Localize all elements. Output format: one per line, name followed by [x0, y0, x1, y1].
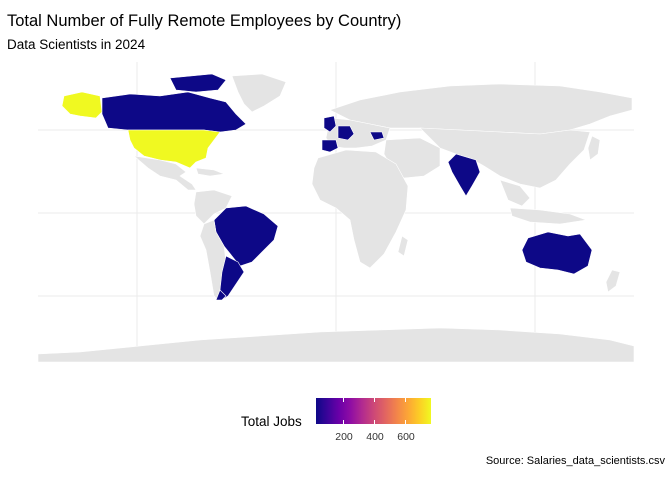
- country-argentina-south: [215, 289, 227, 301]
- legend-tick-mark: [374, 420, 375, 424]
- plot-title: Total Number of Fully Remote Employees b…: [7, 12, 402, 30]
- country-indonesia: [509, 207, 587, 225]
- country-canada-islands: [169, 73, 227, 93]
- country-australia: [521, 231, 593, 275]
- country-united-kingdom: [323, 115, 337, 133]
- country-united-states: [127, 129, 221, 169]
- plot-caption: Source: Salaries_data_scientists.csv: [485, 455, 665, 467]
- countries: [37, 73, 635, 363]
- country-france: [337, 125, 355, 141]
- legend-tick-mark: [405, 398, 406, 402]
- country-india: [447, 153, 481, 197]
- country-spain: [321, 139, 339, 153]
- country-southeast-asia: [499, 179, 531, 207]
- country-africa: [311, 149, 409, 269]
- legend-tick-mark: [343, 420, 344, 424]
- country-antarctica: [37, 327, 635, 363]
- legend-tick-mark: [405, 420, 406, 424]
- country-greenland: [231, 73, 287, 113]
- country-south-america-north: [193, 189, 233, 225]
- legend-colorbar: [316, 398, 431, 424]
- plot-subtitle: Data Scientists in 2024: [7, 37, 146, 52]
- country-russia: [329, 83, 633, 135]
- legend-label-200: 200: [335, 431, 353, 443]
- legend-title: Total Jobs: [241, 414, 302, 429]
- legend-label-600: 600: [397, 431, 415, 443]
- legend-tick-mark: [343, 398, 344, 402]
- country-madagascar: [397, 235, 409, 257]
- legend-label-400: 400: [366, 431, 384, 443]
- country-japan: [587, 135, 601, 161]
- country-new-zealand: [605, 269, 621, 293]
- country-poland: [369, 131, 385, 141]
- country-caribbean: [195, 167, 225, 177]
- legend-tick-mark: [374, 398, 375, 402]
- country-mexico: [133, 155, 197, 191]
- country-alaska: [61, 91, 103, 119]
- country-canada: [101, 91, 247, 133]
- country-argentina: [219, 255, 245, 301]
- country-asia: [419, 127, 591, 189]
